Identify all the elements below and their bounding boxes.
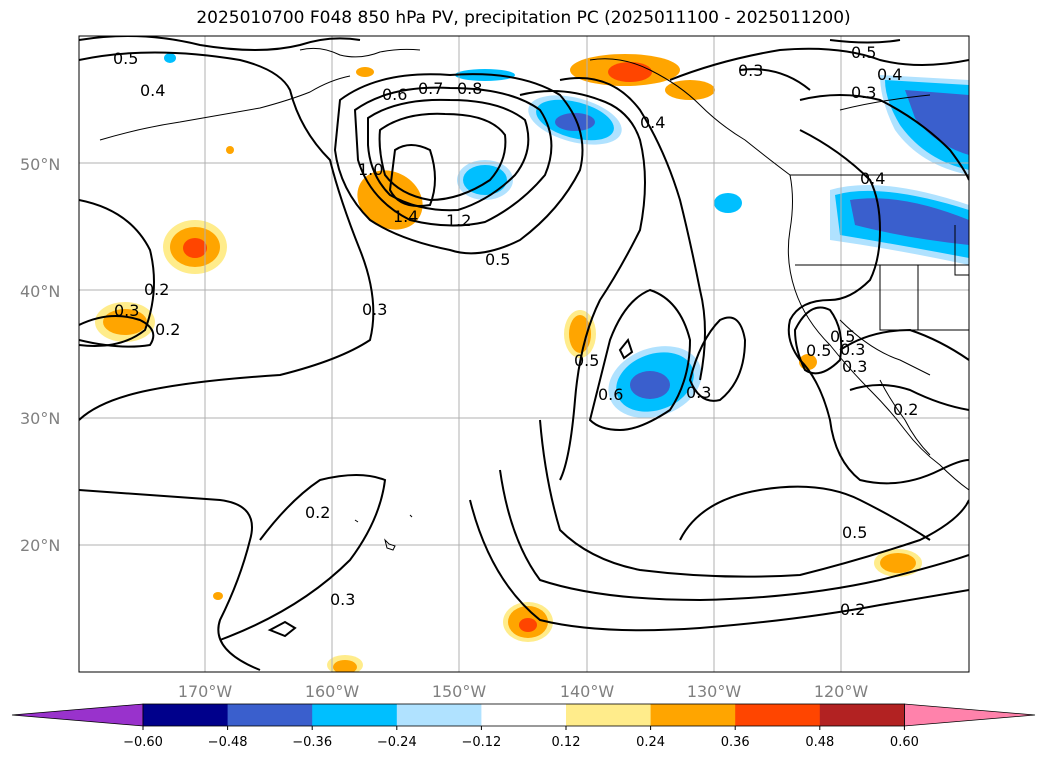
contour-label: 0.3 bbox=[686, 383, 711, 402]
map-frame bbox=[78, 35, 970, 673]
colorbar-tick-label: −0.24 bbox=[377, 735, 417, 750]
map-area bbox=[79, 36, 969, 672]
lon-label: 120°W bbox=[814, 682, 869, 701]
graticule bbox=[79, 36, 969, 672]
lon-label: 160°W bbox=[305, 682, 360, 701]
lon-label: 140°W bbox=[560, 682, 615, 701]
colorbar-segment bbox=[143, 704, 229, 726]
contour-label: 0.3 bbox=[114, 301, 139, 320]
lon-label: 130°W bbox=[687, 682, 742, 701]
colorbar-border bbox=[142, 703, 905, 727]
contour-label: 1.4 bbox=[393, 207, 418, 226]
contour-label: 0.3 bbox=[330, 590, 355, 609]
contour-label: 0.5 bbox=[806, 341, 831, 360]
contour-label: 0.4 bbox=[640, 113, 665, 132]
lat-label: 20°N bbox=[20, 536, 60, 555]
contour-label: 1.0 bbox=[358, 160, 383, 179]
colorbar-extend-low bbox=[11, 703, 144, 727]
latitude-labels: 50°N 40°N 30°N 20°N bbox=[20, 155, 60, 555]
contour-label: 0.2 bbox=[893, 400, 918, 419]
colorbar: −0.60 −0.48 −0.36 −0.24 −0.12 0.12 0.24 0.36 0.4… bbox=[11, 703, 1036, 750]
colorbar-tick-label: −0.36 bbox=[292, 735, 332, 750]
contour-label: 0.4 bbox=[860, 169, 885, 188]
contour-label: 0.5 bbox=[851, 43, 876, 62]
colorbar-segment bbox=[227, 704, 313, 726]
contour-label: 0.3 bbox=[851, 83, 876, 102]
contour-label: 0.3 bbox=[362, 300, 387, 319]
contour-label: 0.8 bbox=[457, 79, 482, 98]
contour-label: 0.3 bbox=[840, 340, 865, 359]
contour-label: 0.3 bbox=[738, 61, 763, 80]
contour-label: 1.2 bbox=[446, 211, 471, 230]
contour-label: 0.5 bbox=[830, 327, 855, 346]
colorbar-segment bbox=[735, 704, 821, 726]
contour-label: 0.2 bbox=[305, 503, 330, 522]
contour-label: 0.2 bbox=[144, 280, 169, 299]
colorbar-tick-label: −0.48 bbox=[208, 735, 248, 750]
pv-contour-labels: 0.5 0.4 0.6 0.7 0.8 0.4 0.3 0.5 0.4 0.3 … bbox=[113, 43, 918, 619]
lon-label: 170°W bbox=[178, 682, 233, 701]
lon-label: 150°W bbox=[432, 682, 487, 701]
contour-label: 0.5 bbox=[485, 250, 510, 269]
contour-label: 0.6 bbox=[598, 385, 623, 404]
lat-label: 40°N bbox=[20, 282, 60, 301]
contour-label: 0.5 bbox=[842, 523, 867, 542]
map-title: 2025010700 F048 850 hPa PV, precipitatio… bbox=[196, 8, 851, 28]
coastlines bbox=[99, 47, 969, 551]
contour-label: 0.2 bbox=[840, 600, 865, 619]
colorbar-tick-label: 0.60 bbox=[890, 735, 919, 750]
contour-label: 0.6 bbox=[382, 85, 407, 104]
contour-label: 0.4 bbox=[877, 65, 902, 84]
pv-contours bbox=[79, 36, 969, 671]
colorbar-tick-label: 0.24 bbox=[636, 735, 665, 750]
contour-label: 0.5 bbox=[113, 49, 138, 68]
lat-label: 30°N bbox=[20, 409, 60, 428]
precip-positive-shading bbox=[95, 54, 922, 672]
lat-label: 50°N bbox=[20, 155, 60, 174]
colorbar-tick-label: 0.36 bbox=[721, 735, 750, 750]
colorbar-segment bbox=[566, 704, 652, 726]
colorbar-tick-label: −0.60 bbox=[123, 735, 163, 750]
map-content: 0.5 0.4 0.6 0.7 0.8 0.4 0.3 0.5 0.4 0.3 … bbox=[79, 36, 969, 672]
colorbar-segment bbox=[396, 704, 482, 726]
colorbar-tick-label: 0.48 bbox=[805, 735, 834, 750]
colorbar-extend-high bbox=[904, 703, 1036, 727]
colorbar-tick-label: −0.12 bbox=[461, 735, 501, 750]
contour-label: 0.4 bbox=[140, 81, 165, 100]
contour-label: 0.7 bbox=[418, 79, 443, 98]
contour-label: 0.3 bbox=[842, 357, 867, 376]
colorbar-segment bbox=[312, 704, 398, 726]
contour-label: 0.2 bbox=[155, 320, 180, 339]
colorbar-segment bbox=[481, 704, 567, 726]
contour-label: 0.5 bbox=[574, 351, 599, 370]
colorbar-tick-label: 0.12 bbox=[552, 735, 581, 750]
colorbar-segment bbox=[650, 704, 736, 726]
colorbar-segment bbox=[819, 704, 905, 726]
longitude-labels: 170°W 160°W 150°W 140°W 130°W 120°W bbox=[178, 682, 869, 701]
